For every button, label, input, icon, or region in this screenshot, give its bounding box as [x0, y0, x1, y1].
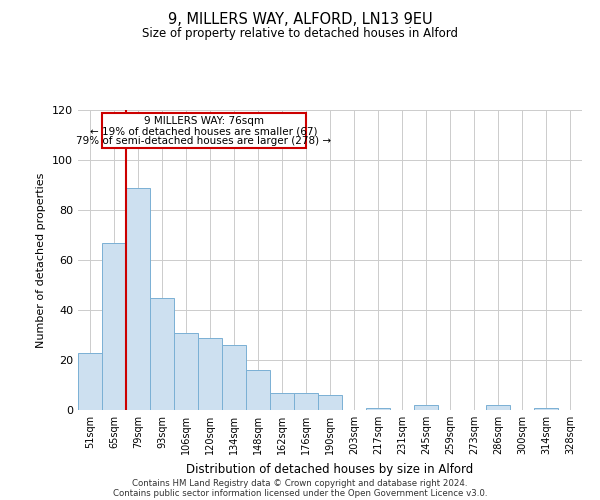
Bar: [126, 188, 150, 410]
Bar: [222, 345, 246, 410]
Bar: [534, 408, 558, 410]
Text: Contains public sector information licensed under the Open Government Licence v3: Contains public sector information licen…: [113, 488, 487, 498]
Y-axis label: Number of detached properties: Number of detached properties: [37, 172, 46, 348]
FancyBboxPatch shape: [102, 112, 306, 148]
Text: 9 MILLERS WAY: 76sqm: 9 MILLERS WAY: 76sqm: [144, 116, 264, 126]
Bar: [246, 370, 270, 410]
Bar: [174, 332, 198, 410]
Bar: [78, 352, 102, 410]
Bar: [150, 298, 174, 410]
Text: 79% of semi-detached houses are larger (278) →: 79% of semi-detached houses are larger (…: [76, 136, 332, 146]
Text: ← 19% of detached houses are smaller (67): ← 19% of detached houses are smaller (67…: [90, 126, 318, 136]
Bar: [294, 392, 318, 410]
Bar: [198, 338, 222, 410]
Text: 9, MILLERS WAY, ALFORD, LN13 9EU: 9, MILLERS WAY, ALFORD, LN13 9EU: [167, 12, 433, 28]
Text: Contains HM Land Registry data © Crown copyright and database right 2024.: Contains HM Land Registry data © Crown c…: [132, 478, 468, 488]
Bar: [318, 395, 342, 410]
Text: Size of property relative to detached houses in Alford: Size of property relative to detached ho…: [142, 28, 458, 40]
Bar: [486, 405, 510, 410]
Bar: [366, 408, 390, 410]
Bar: [414, 405, 438, 410]
X-axis label: Distribution of detached houses by size in Alford: Distribution of detached houses by size …: [187, 462, 473, 475]
Bar: [102, 242, 126, 410]
Bar: [270, 392, 294, 410]
